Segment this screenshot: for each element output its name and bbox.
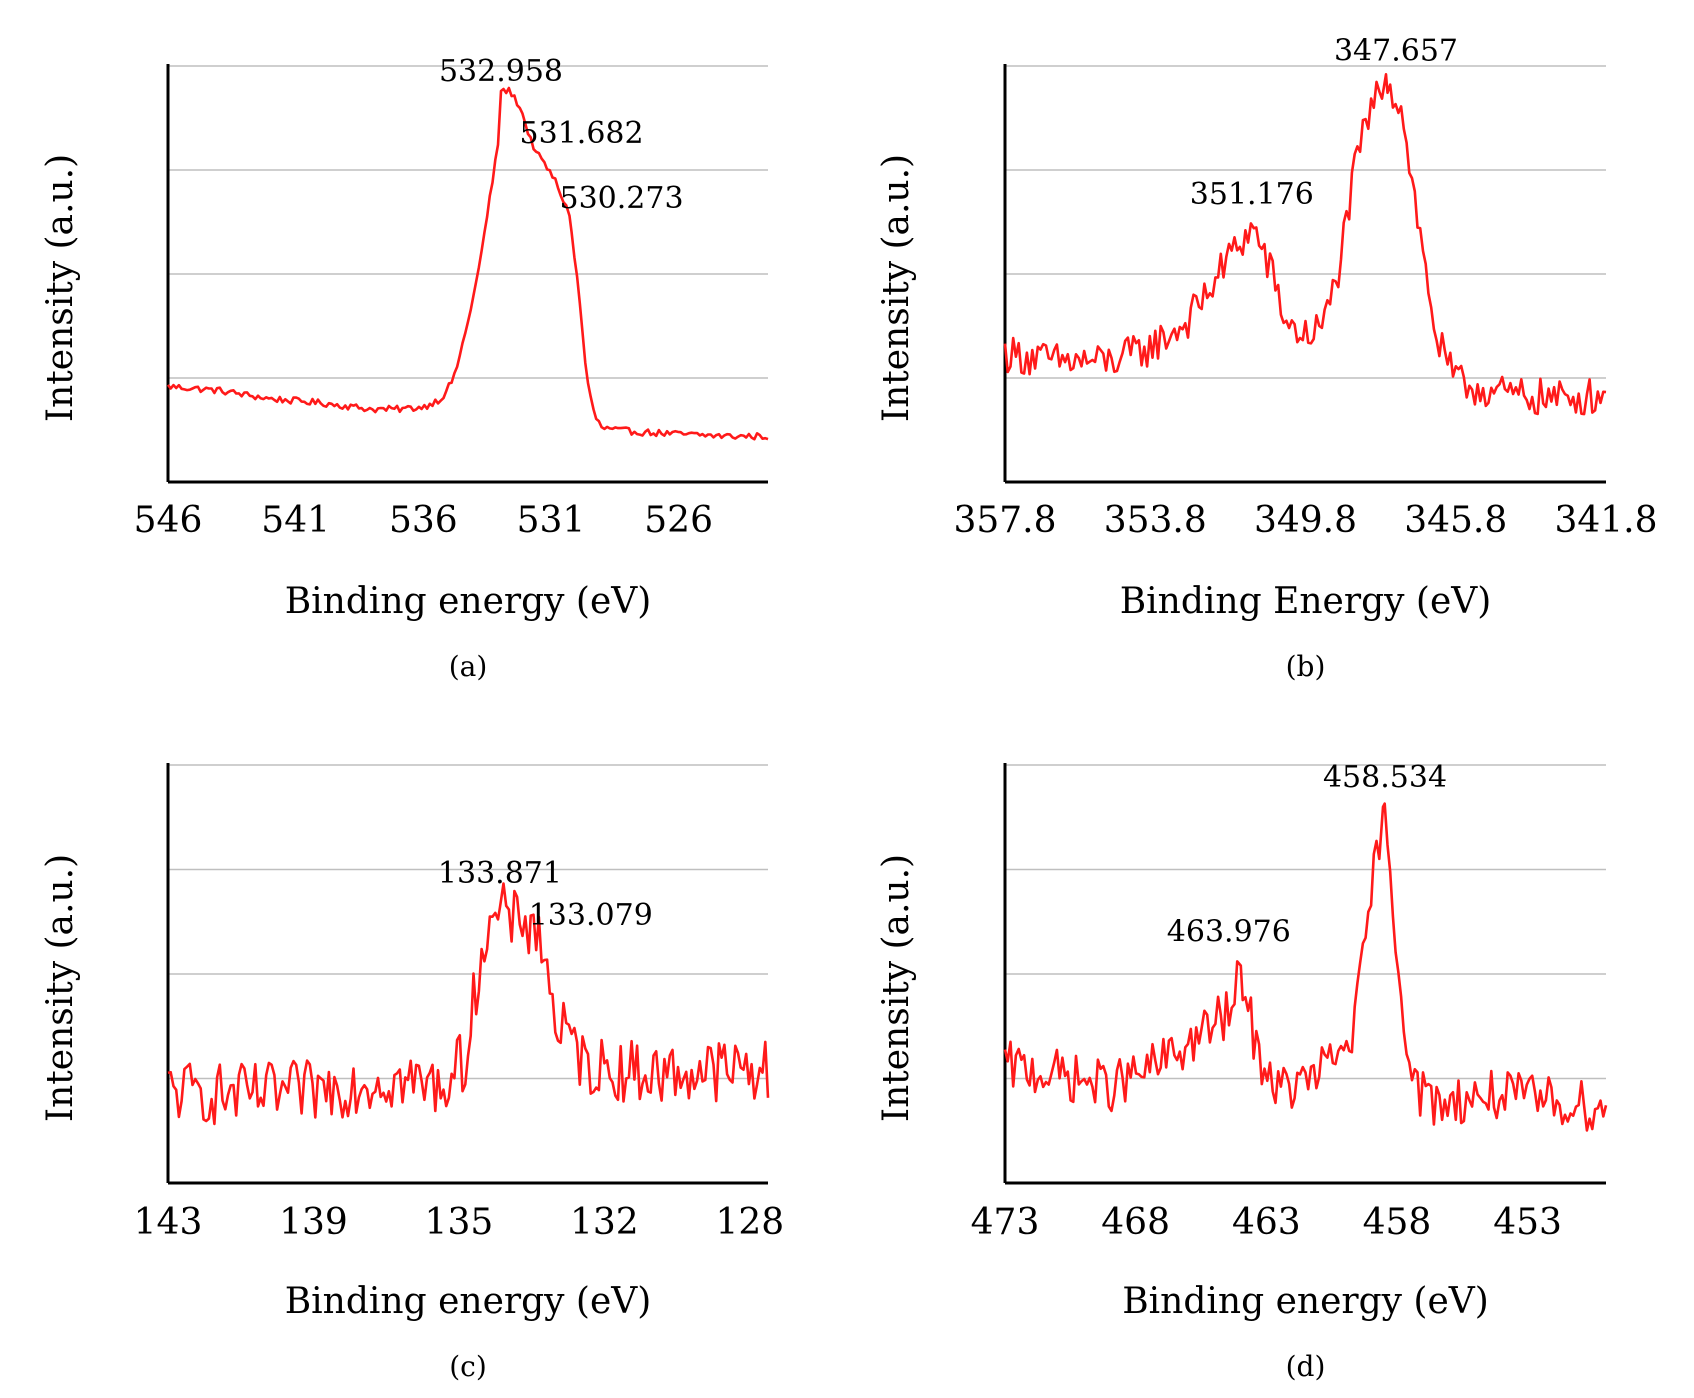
x-tick-label: 143 [134,1202,203,1243]
y-axis-title: Intensity (a.u.) [40,154,81,422]
peak-label: 347.657 [1334,33,1458,68]
y-axis-title: Intensity (a.u.) [876,154,917,422]
peak-label: 531.682 [520,116,644,151]
x-tick-label: 536 [389,500,458,541]
y-axis-title: Intensity (a.u.) [40,854,81,1122]
x-tick-label: 345.8 [1404,500,1507,541]
x-tick-label: 139 [279,1202,348,1243]
x-tick-label: 341.8 [1554,500,1657,541]
peak-label: 463.976 [1167,915,1291,950]
x-axis-title: Binding Energy (eV) [1120,581,1492,622]
panel-caption: (b) [1286,650,1326,683]
x-tick-label: 128 [715,1202,784,1243]
series-line-ti-2p [1003,802,1608,1132]
panel-caption: (c) [449,1350,487,1383]
y-axis-title: Intensity (a.u.) [876,854,917,1122]
x-tick-label: 357.8 [953,500,1056,541]
peak-label: 530.273 [560,181,684,216]
peak-label: 351.176 [1190,177,1314,212]
x-tick-label: 473 [971,1202,1040,1243]
x-tick-label: 546 [134,500,203,541]
x-tick-label: 132 [570,1202,639,1243]
x-tick-label: 531 [517,500,586,541]
x-tick-label: 135 [425,1202,494,1243]
panel-caption: (d) [1286,1350,1326,1383]
chart-panel-b: 357.8 353.8 349.8 345.8 341.8 Binding Energy … [876,33,1658,683]
peak-label: 133.871 [438,856,562,891]
x-tick-label: 453 [1493,1202,1562,1243]
peak-label: 458.534 [1323,760,1447,795]
series-line-ca-2p [1003,73,1607,416]
peak-label: 532.958 [439,54,563,89]
chart-panel-c: 143 139 135 132 128 Binding energy (eV) Intens… [40,763,784,1383]
x-axis-title: Binding energy (eV) [1122,1281,1489,1322]
x-axis-title: Binding energy (eV) [285,581,652,622]
x-tick-label: 468 [1101,1202,1170,1243]
panel-caption: (a) [449,650,488,683]
x-axis-title: Binding energy (eV) [285,1281,652,1322]
series-line-p-2p [167,882,770,1126]
series-line-o-1s [166,86,769,441]
x-tick-label: 463 [1232,1202,1301,1243]
x-tick-label: 541 [261,500,330,541]
x-tick-label: 526 [644,500,713,541]
x-tick-label: 353.8 [1104,500,1207,541]
chart-panel-a: 546 541 536 531 526 Binding energy (eV) Intens… [40,54,769,683]
x-tick-label: 458 [1363,1202,1432,1243]
x-tick-label: 349.8 [1254,500,1357,541]
peak-label: 133.079 [529,898,653,933]
